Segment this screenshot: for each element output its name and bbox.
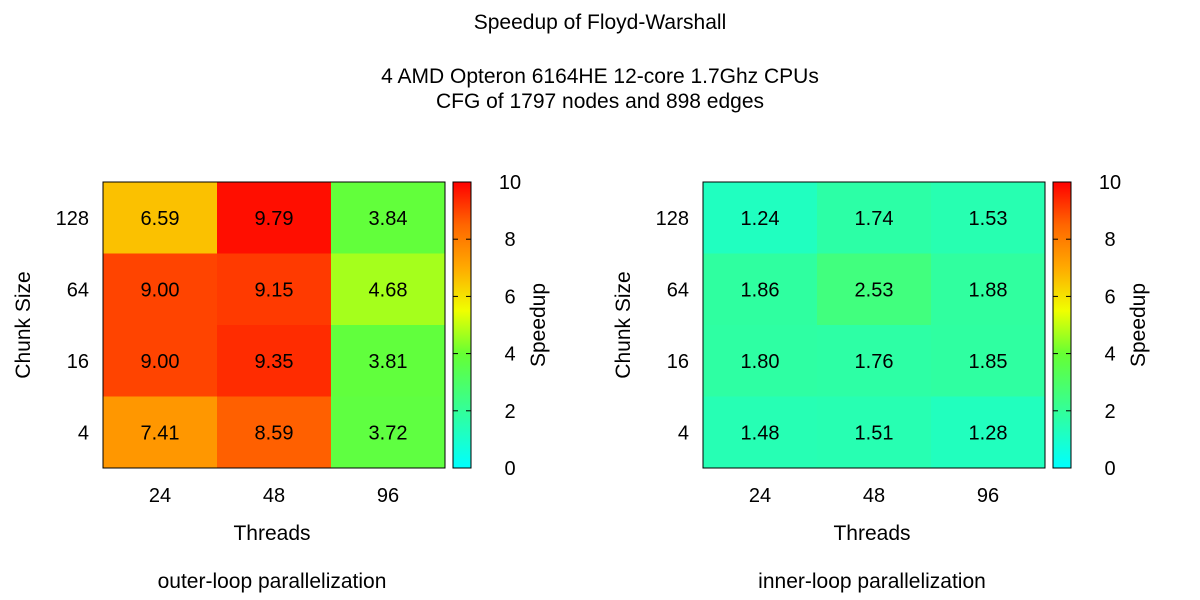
cell-value-label: 1.53	[969, 208, 1008, 230]
cell-value-label: 4.68	[369, 279, 408, 301]
cell-value-label: 1.88	[969, 279, 1008, 301]
cell-value-label: 6.59	[141, 208, 180, 230]
cell-value-label: 1.74	[855, 208, 894, 230]
x-tick-label: 24	[749, 485, 771, 507]
cell-value-label: 1.48	[741, 422, 780, 444]
cell-value-label: 1.80	[741, 351, 780, 373]
heatmap-cell	[217, 325, 332, 397]
plot-border	[702, 181, 1046, 469]
colorbar	[1052, 181, 1072, 469]
x-tick-label: 24	[149, 485, 171, 507]
heatmap-cell	[331, 182, 446, 254]
colorbar-tick-label: 0	[504, 458, 515, 480]
heatmap-cell	[703, 182, 818, 254]
colorbar-tick-label: 10	[499, 172, 521, 194]
heatmap-cell	[931, 182, 1046, 254]
colorbar-tick-label: 10	[1099, 172, 1121, 194]
colorbar	[452, 181, 472, 469]
colorbar-label: Speedup	[527, 283, 550, 367]
cell-value-label: 9.00	[141, 351, 180, 373]
x-axis-label: Threads	[833, 522, 910, 545]
cell-value-label: 1.85	[969, 351, 1008, 373]
colorbar-tick-label: 0	[1104, 458, 1115, 480]
colorbar-tick-label: 2	[504, 401, 515, 423]
colorbar-tick-label: 6	[1104, 286, 1115, 308]
heatmap-cell	[103, 182, 218, 254]
y-tick-label: 4	[78, 422, 89, 444]
cell-value-label: 7.41	[141, 422, 180, 444]
colorbar-tick-label: 8	[504, 229, 515, 251]
heatmap-cell	[103, 253, 218, 326]
y-axis-label: Chunk Size	[612, 271, 635, 378]
heatmap-panel-1: 6.59 9.79 3.84 9.00 9.15 4.68 9.00 9.35 3.81 7.41…	[12, 172, 550, 593]
heatmap-cell	[103, 325, 218, 397]
y-tick-label: 16	[667, 351, 689, 373]
heatmap-cell	[817, 253, 932, 326]
y-tick-label: 128	[656, 208, 689, 230]
heatmap-cell	[703, 396, 818, 469]
panel-caption: inner-loop parallelization	[758, 570, 986, 593]
chart-subtitle-line1: 4 AMD Opteron 6164HE 12-core 1.7Ghz CPUs	[381, 65, 819, 88]
cell-value-label: 1.76	[855, 351, 894, 373]
cell-value-label: 8.59	[255, 422, 294, 444]
heatmap-cell	[331, 253, 446, 326]
heatmap-cell	[103, 396, 218, 469]
plot-border	[102, 181, 446, 469]
x-axis-label: Threads	[233, 522, 310, 545]
cell-value-label: 3.81	[369, 351, 408, 373]
chart-subtitle-line2: CFG of 1797 nodes and 898 edges	[435, 90, 765, 113]
y-axis-label: Chunk Size	[12, 271, 35, 378]
x-tick-label: 96	[977, 485, 999, 507]
heatmap-cell	[703, 253, 818, 326]
heatmap-cell	[817, 396, 932, 469]
panel-caption: outer-loop parallelization	[158, 570, 387, 593]
y-tick-label: 64	[67, 279, 89, 301]
heatmap-cell	[703, 325, 818, 397]
colorbar-tick-label: 8	[1104, 229, 1115, 251]
heatmap-cell	[931, 253, 1046, 326]
colorbar-tick-label: 4	[1104, 344, 1115, 366]
colorbar-tick-label: 6	[504, 286, 515, 308]
cell-value-label: 1.24	[741, 208, 780, 230]
heatmap-cell	[217, 182, 332, 254]
colorbar-label: Speedup	[1127, 283, 1150, 367]
x-tick-label: 48	[863, 485, 885, 507]
cell-value-label: 3.72	[369, 422, 408, 444]
heatmap-cell	[817, 325, 932, 397]
heatmap-cell	[331, 325, 446, 397]
cell-value-label: 9.15	[255, 279, 294, 301]
heatmap-panel-2: 1.24 1.74 1.53 1.86 2.53 1.88 1.80 1.76 1.85 1.48…	[612, 172, 1150, 593]
heatmap-cell	[217, 396, 332, 469]
cell-value-label: 9.35	[255, 351, 294, 373]
cell-value-label: 9.00	[141, 279, 180, 301]
heatmap-cell	[217, 253, 332, 326]
cell-value-label: 9.79	[255, 208, 294, 230]
cell-value-label: 3.84	[369, 208, 408, 230]
heatmap-cell	[817, 182, 932, 254]
y-tick-label: 4	[678, 422, 689, 444]
chart-title: Speedup of Floyd-Warshall	[473, 11, 727, 34]
heatmap-cell	[931, 325, 1046, 397]
cell-value-label: 2.53	[855, 279, 894, 301]
x-tick-label: 96	[377, 485, 399, 507]
cell-value-label: 1.86	[741, 279, 780, 301]
x-tick-label: 48	[263, 485, 285, 507]
y-tick-label: 64	[667, 279, 689, 301]
y-tick-label: 128	[56, 208, 89, 230]
heatmap-cell	[331, 396, 446, 469]
heatmap-cell	[931, 396, 1046, 469]
colorbar-tick-label: 2	[1104, 401, 1115, 423]
cell-value-label: 1.51	[855, 422, 894, 444]
y-tick-label: 16	[67, 351, 89, 373]
cell-value-label: 1.28	[969, 422, 1008, 444]
colorbar-tick-label: 4	[504, 344, 515, 366]
